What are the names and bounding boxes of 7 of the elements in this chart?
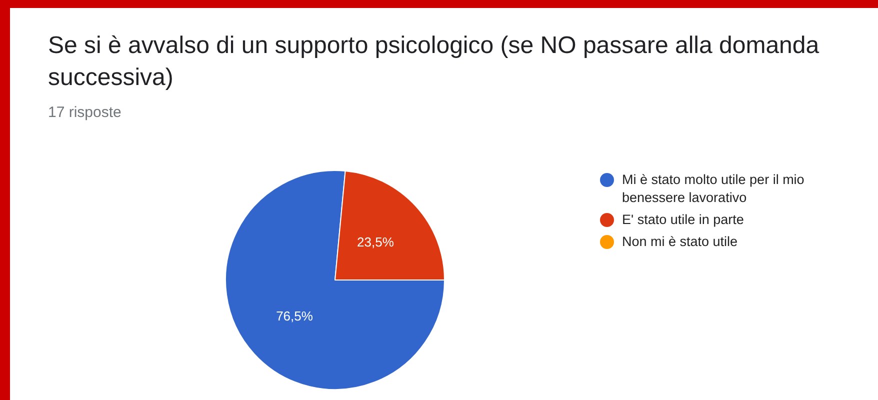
legend-label: Non mi è stato utile (622, 233, 738, 251)
legend-label: Mi è stato molto utile per il mio benessere lavorativo (622, 171, 806, 207)
legend-label: E' stato utile in parte (622, 211, 744, 229)
data-label: 23,5% (357, 234, 394, 250)
data-label: 76,5% (276, 308, 314, 324)
text: 17 risposte (48, 104, 122, 121)
chart-title: Se si è avvalso di un supporto psicologico (se NO passare alla domanda successiva) (48, 31, 820, 93)
